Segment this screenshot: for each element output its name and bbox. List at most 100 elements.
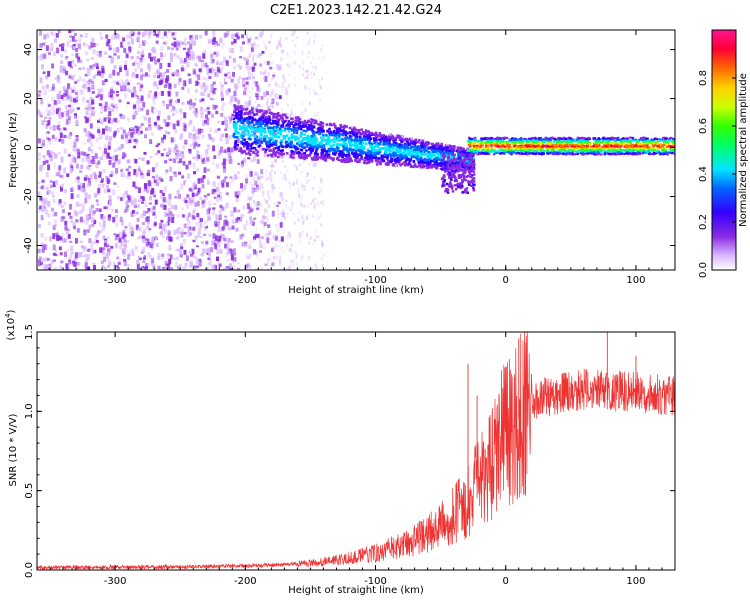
spectrogram-cell bbox=[192, 226, 196, 231]
spectrogram-cell bbox=[257, 128, 261, 131]
spectrogram-cell bbox=[352, 131, 356, 135]
spectrogram-cell bbox=[179, 158, 183, 163]
spectrogram-cell bbox=[44, 244, 48, 251]
spectrogram-cell bbox=[41, 120, 45, 126]
spectrogram-cell bbox=[60, 171, 64, 176]
spectrogram-cell bbox=[199, 218, 203, 223]
spectrogram-cell bbox=[434, 147, 438, 151]
spectrogram-cell bbox=[81, 96, 85, 103]
spectrogram-cell bbox=[273, 201, 276, 206]
spectrogram-cell bbox=[81, 89, 85, 95]
spectrogram-cell bbox=[191, 97, 195, 103]
spectrogram-cell bbox=[172, 106, 176, 111]
spectrogram-cell bbox=[313, 141, 316, 144]
spectrogram-cell bbox=[73, 32, 77, 37]
spectrogram-cell bbox=[167, 157, 171, 161]
spectrogram-cell bbox=[332, 143, 335, 147]
spectrogram-cell bbox=[243, 133, 247, 137]
spectrogram-cell bbox=[225, 33, 229, 38]
spectrogram-cell bbox=[188, 106, 192, 111]
spectrogram-cell bbox=[322, 56, 325, 59]
spectrogram-cell bbox=[133, 118, 137, 124]
spectrogram-cell bbox=[118, 237, 122, 243]
spectrogram-cell bbox=[348, 141, 351, 144]
spectrogram-cell bbox=[282, 175, 285, 180]
spectrogram-cell bbox=[236, 175, 240, 180]
spectrogram-cell bbox=[117, 262, 121, 265]
spectrogram-cell bbox=[210, 60, 214, 64]
spectrogram-cell bbox=[262, 145, 265, 150]
spectrogram-cell bbox=[189, 263, 193, 268]
spectrogram-cell bbox=[258, 178, 261, 182]
spectrogram-cell bbox=[77, 262, 81, 266]
spectrogram-cell bbox=[253, 53, 256, 57]
spectrogram-cell bbox=[306, 232, 309, 238]
spectrogram-cell bbox=[248, 117, 251, 121]
spectrogram-cell bbox=[383, 146, 387, 150]
spectrogram-cell bbox=[50, 259, 54, 264]
spectrogram-cell bbox=[290, 133, 294, 136]
spectrogram-cell bbox=[139, 226, 143, 232]
spectrogram-cell bbox=[98, 222, 102, 227]
spectrogram-cell bbox=[400, 157, 404, 160]
spectrogram-cell bbox=[368, 138, 371, 142]
spectrogram-cell bbox=[77, 59, 81, 64]
spectrogram-cell bbox=[271, 90, 275, 96]
spectrogram-cell bbox=[255, 81, 259, 87]
spectrogram-cell bbox=[407, 157, 410, 161]
spectrogram-cell bbox=[398, 145, 402, 148]
spectrogram-cell bbox=[162, 224, 166, 230]
spectrogram-cell bbox=[182, 145, 186, 150]
spectrogram-cell bbox=[384, 153, 387, 157]
spectrogram-cell bbox=[201, 183, 205, 189]
spectrogram-cell bbox=[240, 121, 243, 125]
spectrogram-cell bbox=[243, 119, 246, 123]
spectrogram-cell bbox=[287, 180, 290, 184]
spectrogram-cell bbox=[232, 58, 236, 63]
spectrogram-cell bbox=[420, 157, 423, 160]
spectrogram-cell bbox=[226, 268, 230, 270]
spectrogram-cell bbox=[69, 162, 73, 167]
spectrogram-cell bbox=[329, 156, 332, 159]
spectrogram-cell bbox=[232, 110, 236, 114]
spectrogram-cell bbox=[365, 142, 368, 145]
spectrogram-cell bbox=[322, 141, 325, 145]
spectrogram-cell bbox=[260, 96, 264, 100]
spectrogram-cell bbox=[277, 145, 281, 149]
spectrogram-cell bbox=[436, 143, 439, 146]
spectrogram-cell bbox=[335, 146, 339, 149]
spectrogram-cell bbox=[412, 160, 416, 163]
spectrogram-cell bbox=[439, 151, 443, 154]
spectrogram-cell bbox=[286, 88, 289, 94]
spectrogram-cell bbox=[216, 60, 220, 66]
spectrogram-cell bbox=[190, 252, 194, 257]
spectrogram-cell bbox=[405, 148, 409, 152]
spectrogram-cell bbox=[253, 123, 256, 127]
spectrogram-cell bbox=[191, 117, 195, 123]
spectrogram-cell bbox=[306, 139, 309, 142]
spectrogram-cell bbox=[379, 134, 382, 137]
spectrogram-cell bbox=[285, 134, 289, 137]
spectrogram-cell bbox=[214, 113, 218, 120]
spectrogram-cell bbox=[367, 130, 370, 133]
spectrogram-cell bbox=[299, 201, 302, 206]
spectrogram-cell bbox=[182, 160, 186, 166]
spectrogram-cell bbox=[238, 118, 241, 122]
spectrogram-cell bbox=[393, 159, 397, 163]
spectrogram-cell bbox=[298, 232, 301, 236]
spectrogram-cell bbox=[160, 90, 164, 96]
spectrogram-cell bbox=[410, 142, 414, 145]
spectrogram-cell bbox=[178, 231, 182, 234]
spectrogram-cell bbox=[56, 93, 60, 100]
spectrogram-cell bbox=[192, 182, 196, 187]
spectrogram-cell bbox=[320, 77, 323, 81]
spectrogram-cell bbox=[95, 73, 99, 77]
spectrogram-cell bbox=[130, 219, 134, 223]
spectrogram-cell bbox=[284, 218, 287, 222]
spectrogram-cell bbox=[279, 212, 282, 215]
spectrogram-cell bbox=[347, 153, 351, 156]
spectrogram-cell bbox=[196, 135, 200, 140]
spectrogram-cell bbox=[79, 59, 83, 64]
spectrogram-cell bbox=[195, 73, 199, 78]
spectrogram-cell bbox=[40, 214, 44, 221]
